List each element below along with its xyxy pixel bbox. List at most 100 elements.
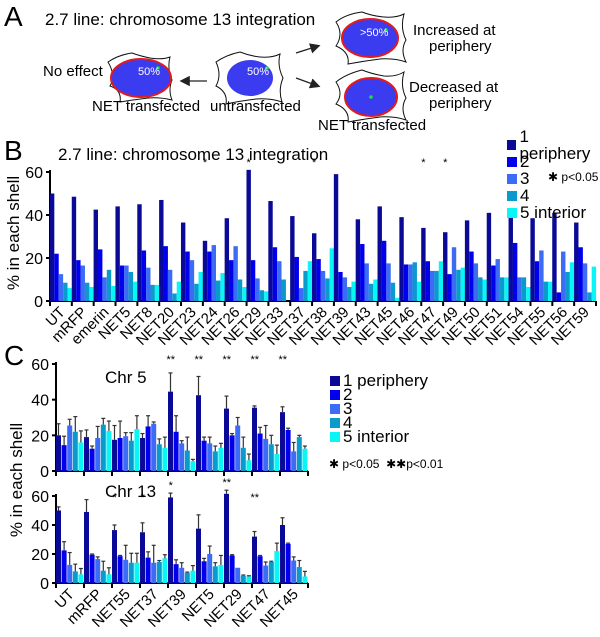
bar-mrfp-shell2 <box>76 260 81 301</box>
bar-net39-shell5 <box>190 461 196 471</box>
chart-b-title: 2.7 line: chromosome 13 integration <box>58 145 329 164</box>
bar-net43-shell5 <box>373 279 378 301</box>
bar-group-net26 <box>224 218 247 301</box>
bar-net26-shell3 <box>233 246 238 301</box>
cell-decreased <box>335 69 407 123</box>
significance-marker: * <box>443 157 448 169</box>
bar-group-net23 <box>180 222 203 301</box>
bar-net46-shell5 <box>416 281 422 301</box>
bar-net49-shell5 <box>460 267 466 301</box>
bar-net29-shell2 <box>229 435 235 471</box>
bar-net33-shell2 <box>272 247 278 301</box>
bar-net43-shell2 <box>360 244 365 301</box>
panel-c-letter: C <box>4 340 25 371</box>
bar-net50-shell5 <box>482 279 487 301</box>
bar-net56-shell5 <box>569 262 575 301</box>
y-tick-label: 40 <box>31 393 49 410</box>
bar-net39-shell5 <box>190 570 196 583</box>
bar-net5-shell3 <box>207 443 213 471</box>
bar-net37-shell4 <box>303 270 308 301</box>
y-tick-label: 40 <box>25 208 43 225</box>
bar-net55-shell5 <box>134 429 140 471</box>
bar-ut-shell2 <box>54 253 59 301</box>
bar-mrfp-shell5 <box>89 287 94 301</box>
chart-c-sig-note: ✱ p<0.05 ✱✱p<0.01 <box>329 457 443 471</box>
bar-net47-shell4 <box>268 444 274 471</box>
bar-ut-shell3 <box>58 274 64 301</box>
label-net-transfected-left: NET transfected <box>92 98 201 115</box>
label-net-transfected-right: NET transfected <box>318 117 427 134</box>
bar-net56-shell1 <box>552 212 557 301</box>
bar-net5-shell3 <box>207 554 213 583</box>
legend-item-1: 1 periphery <box>507 128 600 162</box>
legend-label-5: 5 interior <box>343 427 410 446</box>
bar-net59-shell3 <box>582 263 588 301</box>
bar-net47-shell2 <box>257 556 263 583</box>
bar-net49-shell3 <box>451 247 457 301</box>
bar-mrfp-shell5 <box>106 574 112 583</box>
bar-net51-shell1 <box>486 212 492 301</box>
chart-b: 0204060UTmRFPemerinNET5NET8NET20NET23*NE… <box>4 157 597 345</box>
bar-group-net47 <box>421 227 444 301</box>
bar-mrfp-shell4 <box>100 424 106 471</box>
locus-dot <box>369 95 373 99</box>
bar-net5-shell3 <box>124 265 129 301</box>
bar-net47-shell3 <box>263 565 269 583</box>
bar-ut-shell4 <box>63 282 68 301</box>
locus-dot <box>384 28 388 32</box>
bar-group-mrfp <box>84 499 112 583</box>
bar-ut-shell5 <box>67 288 72 301</box>
bar-group-net33 <box>268 201 286 301</box>
bar-net29-shell4 <box>259 290 265 301</box>
bar-net47-shell4 <box>268 561 274 583</box>
significance-marker: ** <box>223 477 232 489</box>
bar-net24-shell4 <box>216 280 221 301</box>
bar-net39-shell5 <box>351 281 356 301</box>
bar-net29-shell1 <box>224 408 229 471</box>
bar-group-net43 <box>355 219 378 301</box>
bar-group-net39 <box>168 372 196 471</box>
bar-group-net39 <box>168 492 196 583</box>
bar-net55-shell4 <box>128 440 134 471</box>
bar-ut-shell3 <box>67 564 73 583</box>
significance-marker: ** <box>195 354 204 366</box>
sig-single-label: p<0.05 <box>342 457 380 471</box>
bar-group-net20 <box>159 199 182 301</box>
cell-untransfected: 50% <box>215 51 284 105</box>
bar-net37-shell3 <box>298 288 304 301</box>
bar-net45-shell1 <box>377 206 382 301</box>
bar-net37-shell1 <box>290 216 295 301</box>
bar-net5-shell5 <box>133 281 138 301</box>
bar-net37-shell5 <box>162 558 168 583</box>
legend-swatch-4 <box>330 418 340 428</box>
legend-swatch-2 <box>330 390 340 400</box>
legend-item-4: 4 <box>507 187 600 204</box>
bar-net47-shell3 <box>430 270 435 301</box>
bar-net37-shell5 <box>307 261 313 301</box>
significance-marker: ** <box>279 354 288 366</box>
legend-swatch-4 <box>507 190 517 201</box>
bar-group-net5 <box>196 514 224 583</box>
bar-net55-shell4 <box>543 281 548 301</box>
bar-net8-shell2 <box>141 250 147 301</box>
bar-net55-shell1 <box>112 530 117 583</box>
bar-net49-shell2 <box>447 274 452 301</box>
arrow-up-right-icon <box>295 43 321 54</box>
bar-net20-shell3 <box>167 269 173 301</box>
bar-mrfp-shell1 <box>84 437 89 471</box>
y-axis-label: % in each shell <box>7 423 26 537</box>
bar-group-net24 <box>202 240 225 301</box>
bar-net39-shell1 <box>168 497 173 583</box>
bar-net20-shell1 <box>159 199 164 301</box>
legend-item-3: 3 <box>330 400 428 417</box>
bar-ut-shell5 <box>78 442 84 471</box>
bar-net45-shell5 <box>302 448 308 471</box>
bar-net37-shell1 <box>140 532 145 583</box>
panel-a-title: 2.7 line: chromosome 13 integration <box>45 10 316 29</box>
bar-net47-shell5 <box>274 454 280 471</box>
legend-label-4: 4 <box>343 413 353 432</box>
bar-net29-shell2 <box>229 555 235 583</box>
bar-net54-shell5 <box>526 287 531 301</box>
y-tick-label: 60 <box>31 357 49 374</box>
label-untransfected: untransfected <box>210 98 301 115</box>
